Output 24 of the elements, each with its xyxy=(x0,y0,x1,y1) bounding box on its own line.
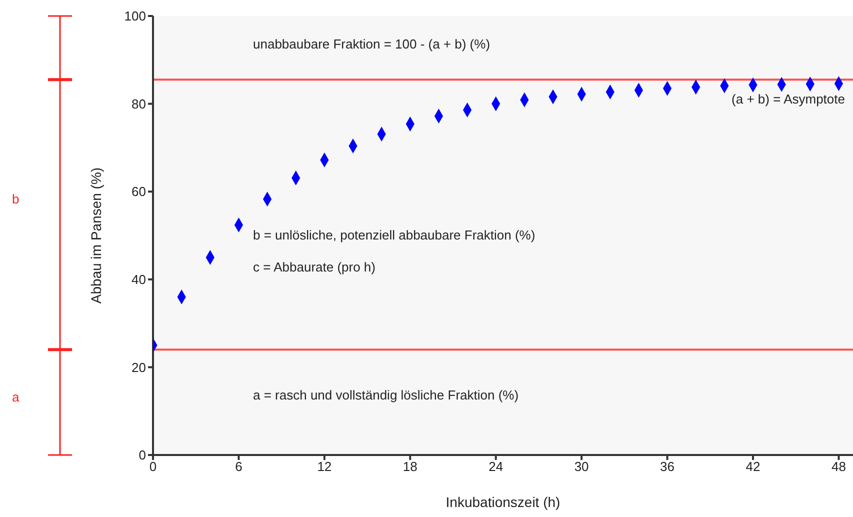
y-axis-title: Abbau im Pansen (%) xyxy=(88,167,104,304)
x-tick-label: 6 xyxy=(235,459,242,474)
annotation: b = unlösliche, potenziell abbaubare Fraktion (%) xyxy=(253,227,536,242)
x-tick-label: 0 xyxy=(149,459,157,474)
x-tick-label: 36 xyxy=(660,459,675,474)
y-tick-label: 0 xyxy=(138,448,146,463)
x-axis-title: Inkubationszeit (h) xyxy=(446,494,560,510)
text: b xyxy=(12,191,20,206)
annotation: unabbaubare Fraktion = 100 - (a + b) (%) xyxy=(253,36,490,52)
x-tick-label: 48 xyxy=(831,459,846,474)
y-tick-label: 60 xyxy=(132,184,146,200)
ref-line-label: (a + b) = Asymptote xyxy=(732,92,845,107)
y-tick-label: 20 xyxy=(132,360,146,375)
y-tick-label: 80 xyxy=(132,96,146,112)
annotation: a = rasch und vollständig lösliche Fraktion (%) xyxy=(253,387,519,402)
y-tick-label: 100 xyxy=(124,8,146,24)
annotation: c = Abbaurate (pro h) xyxy=(253,259,376,274)
x-tick-label: 24 xyxy=(488,459,504,474)
x-tick-label: 12 xyxy=(317,459,332,474)
y-tick-label: 40 xyxy=(132,272,146,288)
x-tick-label: 30 xyxy=(574,459,589,474)
x-tick-label: 42 xyxy=(746,459,760,474)
text: a xyxy=(12,389,20,404)
x-tick-label: 18 xyxy=(402,459,418,474)
